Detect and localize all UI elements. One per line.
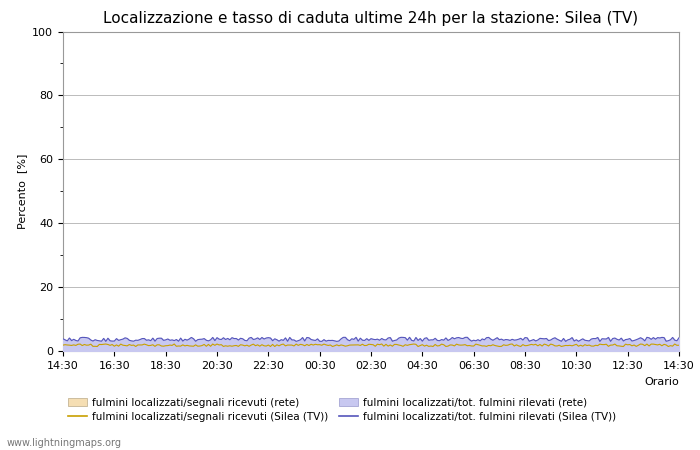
Y-axis label: Percento  [%]: Percento [%] xyxy=(17,153,27,229)
Text: www.lightningmaps.org: www.lightningmaps.org xyxy=(7,438,122,448)
Legend: fulmini localizzati/segnali ricevuti (rete), fulmini localizzati/segnali ricevut: fulmini localizzati/segnali ricevuti (re… xyxy=(68,398,616,422)
Text: Orario: Orario xyxy=(644,377,679,387)
Title: Localizzazione e tasso di caduta ultime 24h per la stazione: Silea (TV): Localizzazione e tasso di caduta ultime … xyxy=(104,11,638,26)
